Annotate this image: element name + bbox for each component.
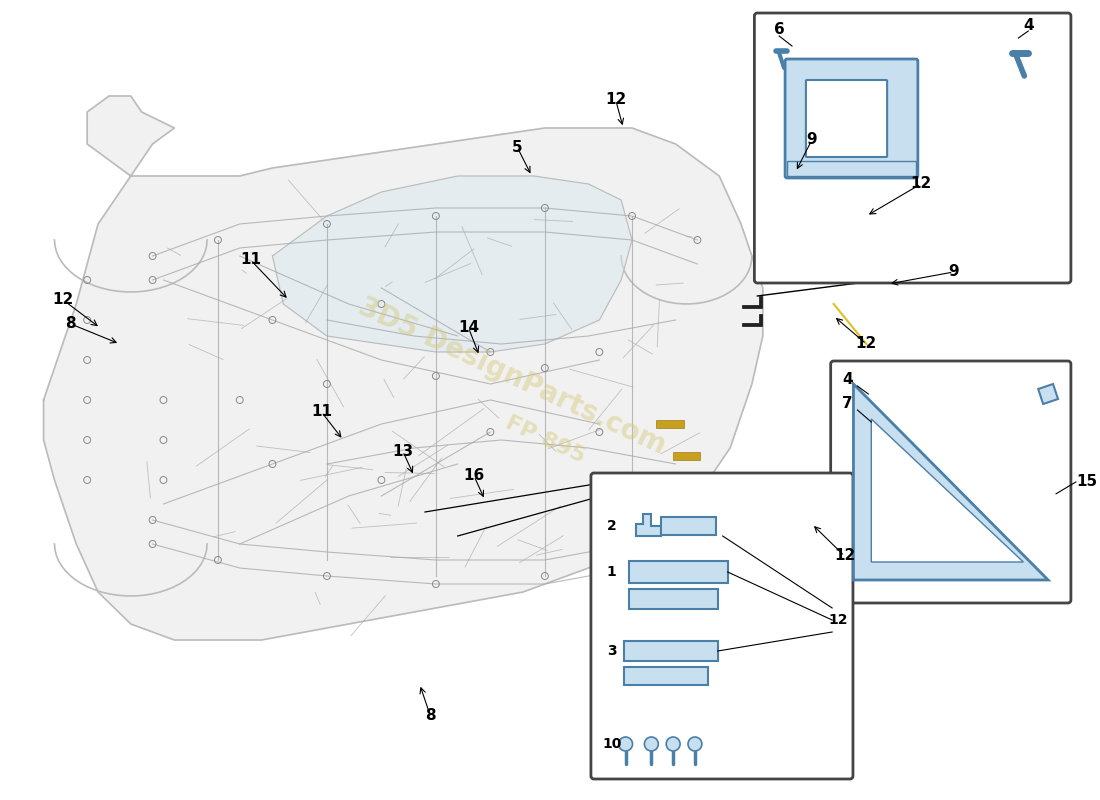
Circle shape (667, 737, 680, 751)
Circle shape (688, 737, 702, 751)
FancyBboxPatch shape (806, 80, 887, 157)
Text: 5: 5 (513, 141, 522, 155)
Text: 13: 13 (393, 445, 414, 459)
FancyBboxPatch shape (591, 473, 852, 779)
Text: 6: 6 (773, 22, 784, 38)
Text: 9: 9 (948, 265, 959, 279)
Text: 9: 9 (806, 133, 817, 147)
Text: 12: 12 (828, 613, 848, 627)
Text: 11: 11 (311, 405, 332, 419)
Text: 10: 10 (602, 737, 621, 751)
Text: 11: 11 (240, 253, 261, 267)
Text: 12: 12 (834, 549, 855, 563)
Bar (628, 561, 727, 583)
Polygon shape (871, 419, 1023, 562)
Bar (788, 161, 916, 176)
Polygon shape (742, 296, 762, 308)
Circle shape (645, 737, 658, 751)
Text: 12: 12 (910, 177, 932, 191)
Bar (673, 452, 701, 460)
Text: 3D5 DesignParts.com: 3D5 DesignParts.com (354, 292, 670, 460)
Text: 8: 8 (66, 317, 76, 331)
Text: 16: 16 (463, 469, 485, 483)
FancyBboxPatch shape (755, 13, 1071, 283)
Bar (661, 517, 716, 535)
Polygon shape (742, 314, 762, 326)
Polygon shape (44, 96, 762, 640)
Text: 4: 4 (1023, 18, 1034, 34)
Text: 8: 8 (425, 709, 436, 723)
Text: 1: 1 (607, 565, 617, 579)
Polygon shape (273, 176, 632, 352)
Text: 12: 12 (605, 93, 626, 107)
Text: 7: 7 (843, 397, 852, 411)
FancyBboxPatch shape (830, 361, 1071, 603)
Text: 12: 12 (53, 293, 74, 307)
Circle shape (618, 737, 632, 751)
Text: 12: 12 (856, 337, 877, 351)
Polygon shape (636, 514, 661, 536)
Bar (628, 589, 717, 609)
Text: 3: 3 (607, 644, 616, 658)
Text: 14: 14 (458, 321, 480, 335)
Text: 15: 15 (1076, 474, 1097, 490)
Bar (624, 667, 707, 685)
Bar (657, 420, 684, 428)
Polygon shape (1038, 384, 1058, 404)
Text: 2: 2 (607, 519, 617, 533)
Text: FP 895: FP 895 (502, 413, 587, 467)
Text: 4: 4 (843, 373, 852, 387)
Polygon shape (854, 384, 1048, 580)
Bar (624, 641, 717, 661)
FancyBboxPatch shape (785, 59, 917, 178)
